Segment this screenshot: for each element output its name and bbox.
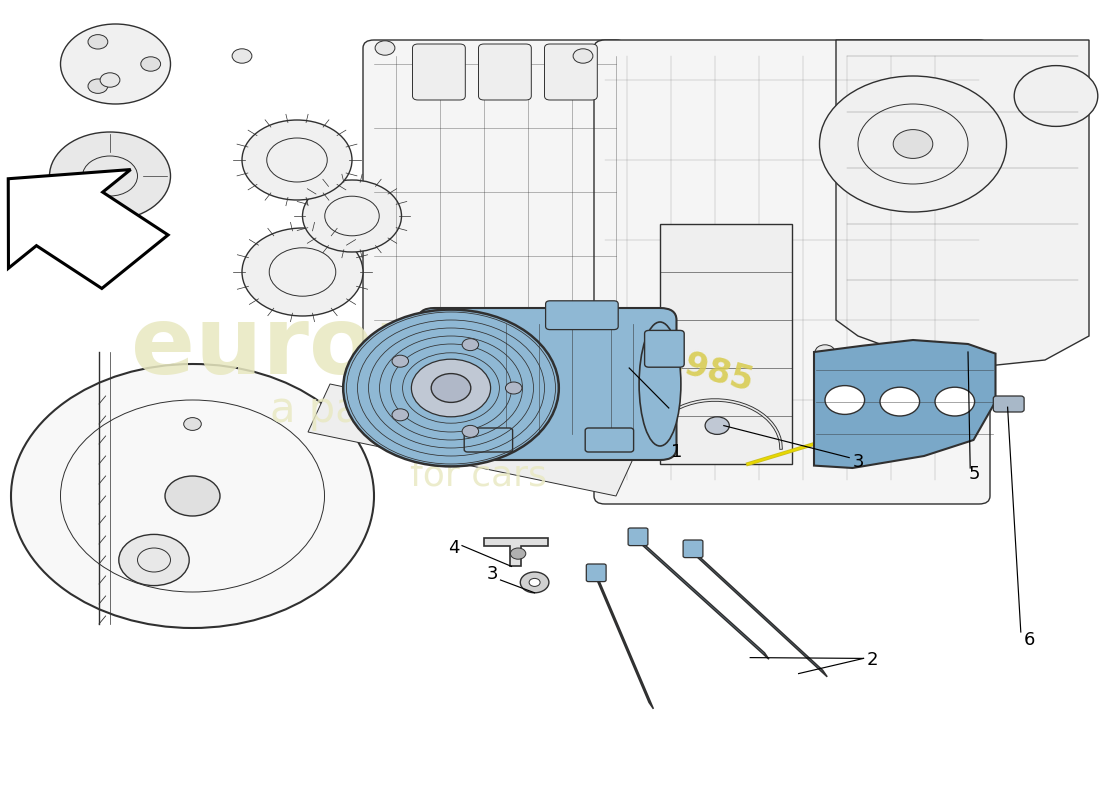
Text: europ: europ [131,302,441,394]
Circle shape [520,572,549,593]
Circle shape [529,578,540,586]
Text: for cars: for cars [410,459,547,493]
Circle shape [242,120,352,200]
Circle shape [100,73,120,87]
Circle shape [935,387,975,416]
Polygon shape [636,537,769,659]
Circle shape [392,355,408,367]
Text: 6: 6 [1024,631,1035,649]
Circle shape [375,41,395,55]
Text: a passion: a passion [270,389,468,430]
FancyBboxPatch shape [645,330,684,367]
Circle shape [302,180,402,252]
Polygon shape [814,340,996,468]
Circle shape [815,345,835,359]
Circle shape [606,313,626,327]
Text: 3: 3 [487,566,498,583]
Circle shape [232,49,252,63]
Ellipse shape [639,322,681,446]
Circle shape [1014,66,1098,126]
Circle shape [184,418,201,430]
Circle shape [242,228,363,316]
Text: 3: 3 [852,454,864,471]
Circle shape [60,24,170,104]
FancyBboxPatch shape [363,40,627,392]
Circle shape [363,348,418,388]
Circle shape [50,132,170,220]
Circle shape [880,387,920,416]
FancyBboxPatch shape [478,44,531,100]
Circle shape [343,310,559,466]
FancyBboxPatch shape [585,428,634,452]
FancyBboxPatch shape [683,540,703,558]
FancyBboxPatch shape [546,301,618,330]
Polygon shape [308,384,638,496]
FancyBboxPatch shape [586,564,606,582]
Circle shape [88,79,108,94]
FancyBboxPatch shape [993,396,1024,412]
Circle shape [468,348,522,388]
Polygon shape [8,170,168,289]
Circle shape [505,382,521,394]
Circle shape [462,338,478,350]
Polygon shape [691,549,827,677]
Circle shape [705,417,729,434]
Circle shape [510,548,526,559]
FancyBboxPatch shape [594,40,990,504]
Circle shape [119,534,189,586]
FancyBboxPatch shape [628,528,648,546]
Circle shape [573,49,593,63]
Circle shape [165,476,220,516]
Circle shape [893,130,933,158]
Polygon shape [484,538,548,566]
Circle shape [141,57,161,71]
Circle shape [411,359,491,417]
Circle shape [462,426,478,438]
FancyBboxPatch shape [418,308,676,460]
Circle shape [392,409,408,421]
Text: 2: 2 [867,651,878,669]
Text: 4: 4 [449,539,460,557]
Circle shape [431,374,471,402]
Text: since 1985: since 1985 [552,314,757,398]
FancyBboxPatch shape [464,428,513,452]
Circle shape [100,257,120,271]
Circle shape [88,34,108,49]
Polygon shape [660,224,792,464]
FancyBboxPatch shape [544,44,597,100]
FancyBboxPatch shape [412,44,465,100]
Text: 5: 5 [969,465,980,482]
Circle shape [825,386,865,414]
Text: 1: 1 [671,443,682,461]
Circle shape [421,366,470,402]
Circle shape [11,364,374,628]
Circle shape [820,76,1006,212]
Polygon shape [836,40,1089,368]
Polygon shape [594,573,653,709]
